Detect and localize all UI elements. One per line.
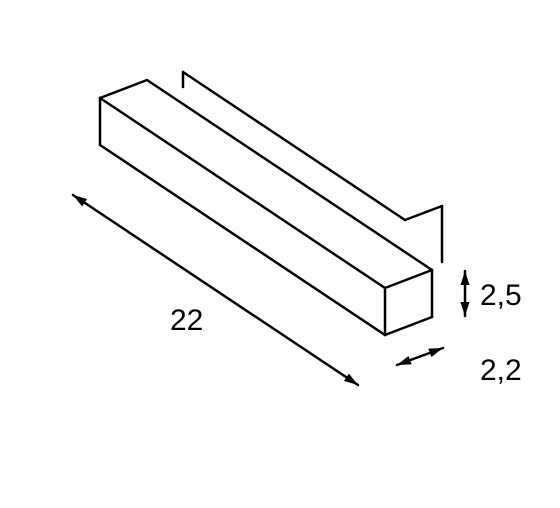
dimension-diagram: 22 2,5 2,2 — [0, 0, 560, 508]
dimension-length: 22 — [170, 304, 203, 337]
dimension-height: 2,5 — [480, 279, 522, 312]
dimension-depth: 2,2 — [480, 354, 522, 387]
